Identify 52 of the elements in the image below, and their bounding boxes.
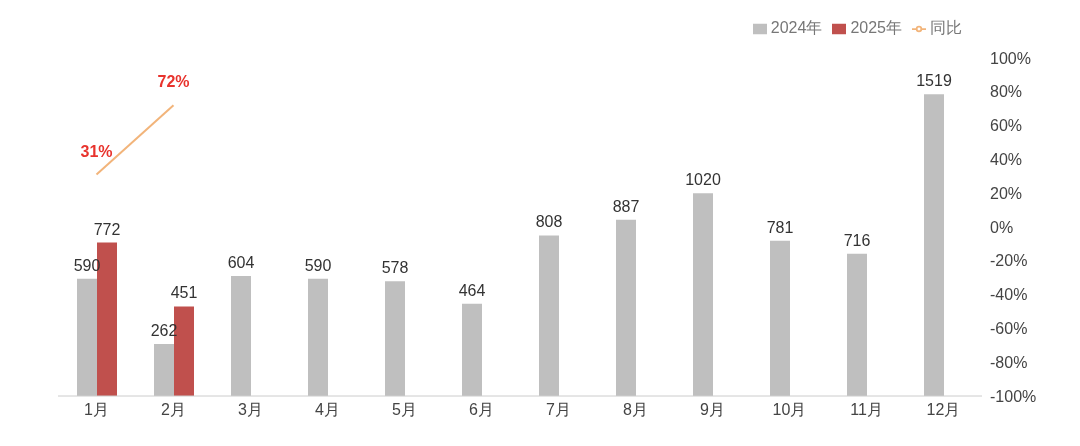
bar (539, 235, 559, 396)
x-tick-label: 8月 (623, 401, 648, 419)
data-label: 72% (157, 73, 190, 91)
bar (308, 278, 328, 396)
x-tick-label: 5月 (392, 401, 417, 419)
x-tick-label: 6月 (469, 401, 494, 419)
data-label: 716 (843, 231, 871, 249)
x-tick-label: 4月 (315, 401, 340, 419)
x-tick-label: 11月 (850, 401, 883, 419)
data-label: 1020 (685, 171, 721, 189)
x-tick-label: 2月 (161, 401, 186, 419)
y2-tick-label: 0% (990, 218, 1014, 236)
legend-label: 2025年 (850, 19, 902, 36)
data-label: 887 (612, 197, 640, 215)
y2-tick-label: 20% (990, 184, 1023, 202)
data-label: 464 (458, 281, 486, 299)
x-tick-label: 9月 (700, 401, 725, 419)
legend-label: 2024年 (770, 19, 823, 36)
bar (462, 303, 482, 396)
bar (693, 193, 713, 396)
bar (385, 281, 405, 396)
y2-tick-label: 80% (990, 83, 1023, 101)
legend-label: 同比 (930, 19, 962, 36)
y2-tick-label: -80% (990, 353, 1028, 371)
data-label: 781 (766, 218, 794, 236)
data-label: 1519 (916, 72, 952, 90)
y2-tick-label: -100% (990, 387, 1037, 405)
y2-tick-label: 60% (990, 117, 1023, 135)
x-tick-label: 10月 (772, 401, 807, 419)
bar (77, 278, 97, 396)
bar (231, 276, 251, 396)
data-label: 578 (381, 259, 409, 277)
y2-tick-label: -60% (990, 320, 1028, 338)
data-label: 31% (80, 142, 113, 160)
data-label: 590 (304, 256, 332, 274)
bar (847, 253, 867, 396)
bar (924, 94, 944, 396)
x-tick-label: 3月 (238, 401, 263, 419)
bar (154, 343, 174, 396)
data-label: 604 (227, 254, 255, 271)
y2-tick-label: -40% (990, 286, 1028, 304)
y2-tick-label: 40% (990, 151, 1023, 169)
y2-tick-label: -20% (990, 252, 1028, 270)
bar (616, 219, 636, 396)
bar (770, 240, 790, 396)
x-tick-label: 7月 (546, 401, 571, 419)
x-tick-label: 1月 (84, 401, 109, 419)
y2-tick-label: 100% (990, 49, 1031, 67)
x-tick-label: 12月 (926, 401, 961, 419)
data-label: 772 (93, 220, 121, 238)
data-label: 451 (170, 284, 198, 302)
data-label: 808 (535, 213, 563, 231)
